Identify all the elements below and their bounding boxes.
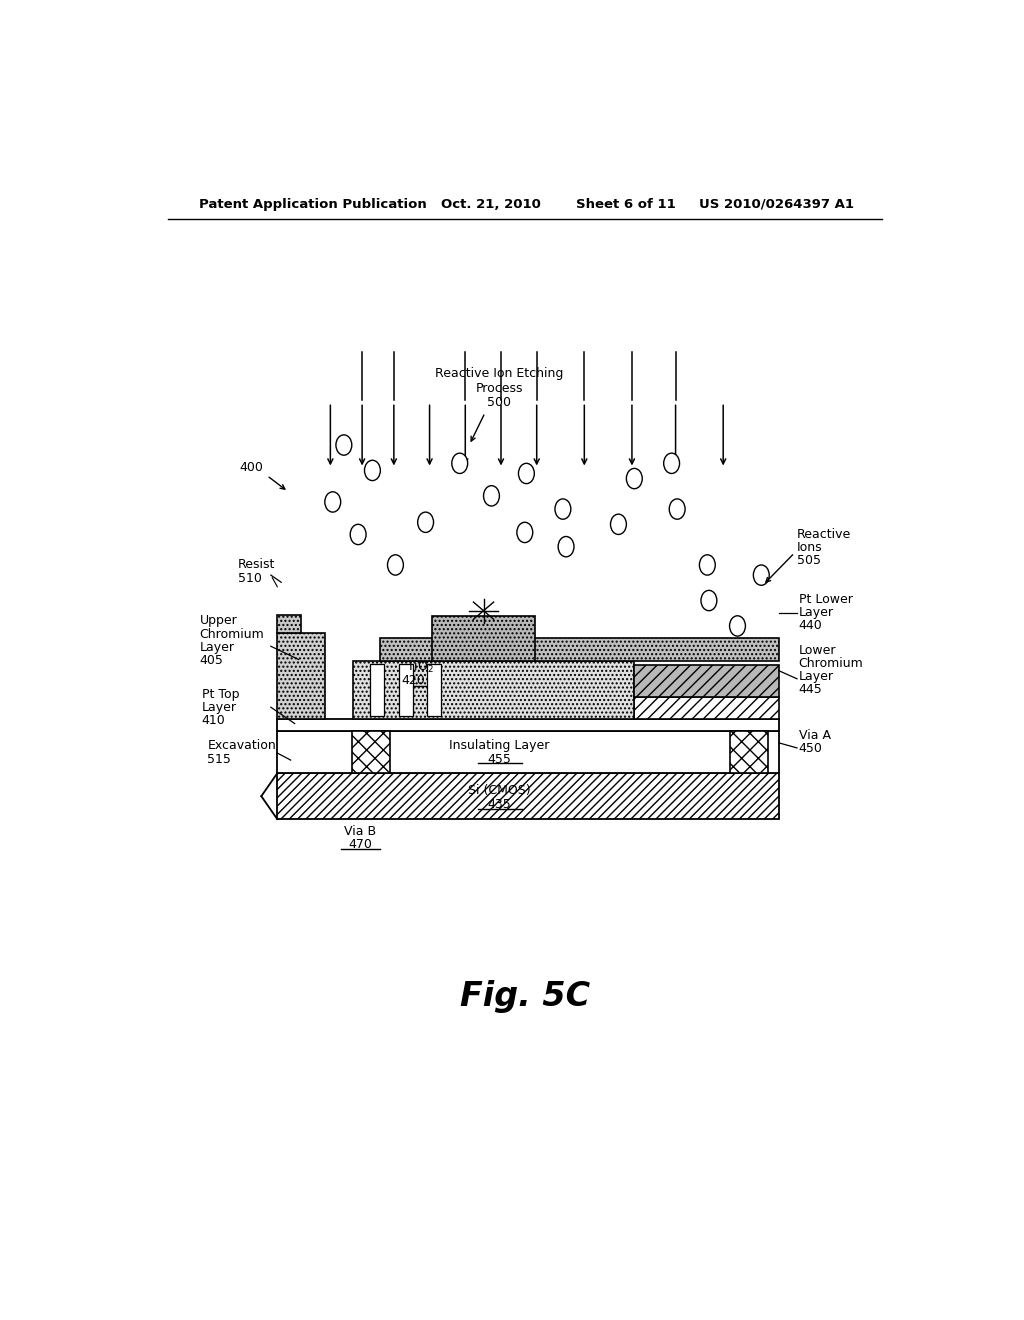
Circle shape (555, 499, 570, 519)
Circle shape (336, 434, 352, 455)
Text: Pt Lower: Pt Lower (799, 593, 852, 606)
Circle shape (365, 461, 380, 480)
Bar (398, 664, 413, 715)
Text: 420: 420 (401, 675, 426, 688)
Bar (634, 664, 778, 697)
Text: 515: 515 (207, 752, 231, 766)
Bar (432, 615, 536, 660)
Text: Excavation: Excavation (207, 739, 276, 752)
Text: 435: 435 (487, 799, 511, 812)
Text: Upper: Upper (200, 614, 238, 627)
Text: Layer: Layer (202, 701, 237, 714)
Text: 400: 400 (239, 461, 263, 474)
Text: Chromium: Chromium (200, 627, 264, 640)
Text: Layer: Layer (799, 671, 834, 684)
Text: 405: 405 (200, 653, 223, 667)
Text: Fig. 5C: Fig. 5C (460, 981, 590, 1014)
Text: Via A: Via A (799, 729, 830, 742)
Circle shape (699, 554, 716, 576)
Circle shape (729, 615, 745, 636)
Text: Patent Application Publication: Patent Application Publication (200, 198, 427, 211)
Circle shape (418, 512, 433, 532)
Text: Layer: Layer (799, 606, 834, 619)
Bar (370, 664, 384, 715)
Circle shape (664, 453, 680, 474)
Bar (380, 638, 778, 660)
Bar (278, 774, 778, 818)
Circle shape (483, 486, 500, 506)
Text: Insulating Layer: Insulating Layer (450, 739, 550, 752)
Circle shape (350, 524, 367, 545)
Text: 500: 500 (487, 396, 511, 409)
Circle shape (387, 554, 403, 576)
Text: 445: 445 (799, 684, 822, 697)
Text: Chromium: Chromium (799, 657, 863, 671)
Circle shape (670, 499, 685, 519)
Text: 410: 410 (202, 714, 225, 727)
Text: Ions: Ions (797, 541, 822, 554)
Bar (278, 731, 778, 774)
Circle shape (754, 565, 769, 585)
Circle shape (518, 463, 535, 483)
Text: Reactive Ion Etching: Reactive Ion Etching (435, 367, 563, 380)
Text: Si (CMOS): Si (CMOS) (468, 784, 530, 797)
Text: Via B: Via B (344, 825, 377, 838)
Text: Reactive: Reactive (797, 528, 851, 541)
Circle shape (610, 515, 627, 535)
Text: Lower: Lower (799, 644, 836, 657)
Text: 505: 505 (797, 554, 821, 568)
Circle shape (452, 453, 468, 474)
Text: Oct. 21, 2010: Oct. 21, 2010 (441, 198, 542, 211)
Bar (352, 731, 390, 774)
Text: Process: Process (476, 381, 523, 395)
Circle shape (701, 590, 717, 611)
Text: 455: 455 (487, 752, 511, 766)
Circle shape (558, 536, 574, 557)
Bar (278, 719, 778, 731)
Text: Layer: Layer (200, 640, 234, 653)
Bar (278, 634, 325, 719)
Circle shape (627, 469, 642, 488)
Bar (729, 731, 768, 774)
Circle shape (517, 523, 532, 543)
Bar (634, 697, 778, 719)
Bar (278, 615, 301, 634)
Text: 510: 510 (238, 572, 261, 585)
Text: Resist: Resist (238, 558, 274, 572)
Text: 440: 440 (799, 619, 822, 632)
Bar (352, 660, 634, 719)
Text: Sheet 6 of 11: Sheet 6 of 11 (577, 198, 676, 211)
Text: 450: 450 (799, 742, 822, 755)
Circle shape (325, 492, 341, 512)
Text: 470: 470 (348, 838, 373, 851)
Text: US 2010/0264397 A1: US 2010/0264397 A1 (699, 198, 854, 211)
Bar (427, 664, 441, 715)
Text: Pt Top: Pt Top (202, 688, 240, 701)
Text: TiO$_2$: TiO$_2$ (406, 659, 433, 675)
